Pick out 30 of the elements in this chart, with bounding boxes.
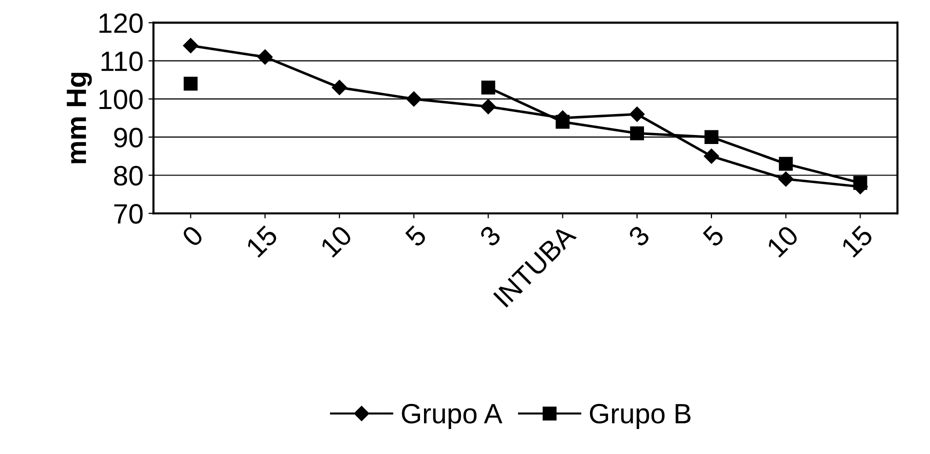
point [704,148,720,164]
point [778,171,794,187]
y-tick-label: 100 [100,90,143,110]
y-tick-label: 90 [114,128,143,148]
point [183,38,198,54]
point [332,80,348,96]
point [778,156,793,171]
x-tick-label: 15 [840,224,874,258]
point [481,80,496,94]
y-tick-label: 80 [114,166,143,186]
x-tick-label: 0 [181,224,204,248]
x-tick-label: 5 [404,224,428,248]
y-axis-title: mm Hg [66,72,92,164]
point [257,49,273,65]
point [704,130,718,144]
x-tick-label: 10 [766,224,800,258]
point [630,126,644,140]
point [629,106,645,122]
point [480,99,496,114]
point [406,91,422,107]
y-tick-label: 110 [102,52,143,72]
x-tick-label: 10 [320,224,354,258]
x-tick-label: 3 [627,224,651,248]
y-tick-label: 120 [100,13,143,34]
y-tick-label: 70 [114,204,143,224]
point [184,76,198,91]
x-tick-label: 15 [245,224,279,258]
x-tick-label: 5 [702,224,726,248]
legend-label: Grupo A [402,404,502,429]
legend-label: Grupo B [590,404,690,429]
